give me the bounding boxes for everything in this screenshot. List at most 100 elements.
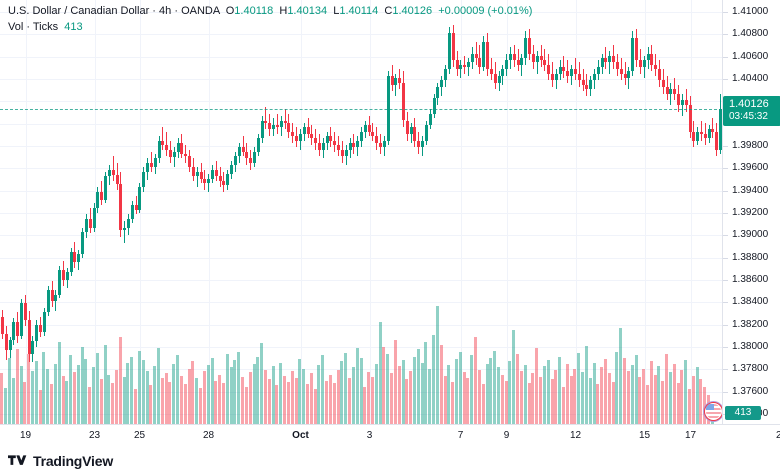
legend-separator-1: · xyxy=(152,5,156,17)
candle-body xyxy=(24,303,27,321)
open-label: O xyxy=(225,5,235,17)
volume-bar xyxy=(474,337,477,424)
candle-body xyxy=(173,151,176,158)
volume-bar xyxy=(390,373,393,424)
candle-wick xyxy=(701,120,702,141)
candle-body xyxy=(555,73,558,81)
candle-body xyxy=(375,136,378,143)
exchange-label[interactable]: OANDA xyxy=(181,5,220,17)
volume-bar xyxy=(92,367,95,424)
volume-bar xyxy=(635,355,638,424)
price-tick-label: 1.40400 xyxy=(732,72,769,84)
interval-label[interactable]: 4h xyxy=(159,5,172,17)
price-tick-dash xyxy=(723,257,728,259)
volume-bar xyxy=(130,357,133,424)
candle-body xyxy=(35,324,38,342)
current-price-line xyxy=(0,109,722,110)
candle-body xyxy=(673,89,676,94)
economic-event-markers[interactable] xyxy=(0,0,722,424)
legend-separator-2: · xyxy=(174,5,179,17)
gridline-horizontal xyxy=(0,33,722,35)
volume-bar xyxy=(428,369,431,424)
candle-body xyxy=(62,270,65,281)
candle-wick xyxy=(460,60,461,79)
candle-body xyxy=(318,142,321,150)
close-value: 1.40126 xyxy=(392,5,433,17)
price-tick: 1.39000 xyxy=(723,229,780,240)
candle-body xyxy=(16,322,19,336)
candle-body xyxy=(631,37,634,72)
volume-bar xyxy=(585,346,588,424)
candle-wick xyxy=(521,53,522,76)
volume-bar xyxy=(352,367,355,424)
volume-bar xyxy=(619,328,622,424)
volume-bar xyxy=(493,351,496,424)
candle-body xyxy=(161,140,164,146)
price-tick-dash xyxy=(723,391,728,393)
candle-body xyxy=(597,66,600,74)
price-scale[interactable]: 1.40126 03:45:32 413 1.41000 1.40800 1.406… xyxy=(722,0,780,424)
volume-bar xyxy=(50,384,53,424)
volume-bar xyxy=(249,372,252,424)
gridline-horizontal xyxy=(0,368,722,370)
volume-bar xyxy=(501,375,504,424)
symbol-name[interactable]: U.S. Dollar / Canadian Dollar xyxy=(8,5,150,17)
gridline-horizontal xyxy=(0,346,722,348)
candle-body xyxy=(413,127,416,141)
candle-body xyxy=(505,60,508,70)
candle-body xyxy=(708,129,711,139)
candle-wick xyxy=(174,147,175,168)
volume-bar xyxy=(207,365,210,424)
volume-bar xyxy=(608,373,611,424)
candle-body xyxy=(524,37,527,58)
volume-bar xyxy=(367,372,370,424)
candle-body xyxy=(425,124,428,141)
legend-symbol-row[interactable]: U.S. Dollar / Canadian Dollar · 4h · OAN… xyxy=(8,4,532,18)
volume-bar xyxy=(524,365,527,424)
volume-bar xyxy=(58,342,61,424)
volume-bar xyxy=(692,376,695,424)
volume-study-name[interactable]: Vol · Ticks xyxy=(8,21,59,33)
legend-volume-row[interactable]: Vol · Ticks 413 xyxy=(8,20,532,34)
volume-bar xyxy=(27,354,30,424)
volume-bar xyxy=(593,363,596,424)
volume-bar xyxy=(566,364,569,424)
tradingview-branding[interactable]: TradingView xyxy=(8,452,113,470)
chart-plot-area[interactable] xyxy=(0,0,722,424)
volume-bar xyxy=(42,352,45,424)
candle-body xyxy=(20,303,23,336)
volume-bar xyxy=(123,377,126,424)
time-scale[interactable]: 19232528Oct379121517212326 xyxy=(0,424,780,449)
volume-bar xyxy=(241,377,244,424)
candle-body xyxy=(410,127,413,134)
candle-body xyxy=(547,64,550,74)
volume-bar xyxy=(4,388,7,424)
volume-bar xyxy=(394,340,397,424)
volume-bar xyxy=(310,373,313,424)
candle-body xyxy=(43,312,46,333)
time-tick-label: 15 xyxy=(638,430,651,441)
candle-body xyxy=(5,333,8,351)
volume-bar xyxy=(237,352,240,424)
candle-body xyxy=(444,69,447,81)
gridline-vertical xyxy=(25,0,27,424)
candle-body xyxy=(349,142,352,150)
volume-bar xyxy=(581,372,584,424)
us-flag-icon[interactable] xyxy=(704,402,722,421)
candle-body xyxy=(249,158,252,163)
candle-body xyxy=(692,131,695,141)
candle-body xyxy=(620,69,623,74)
volume-bar xyxy=(360,358,363,424)
candle-body xyxy=(284,120,287,123)
candle-body xyxy=(280,120,283,128)
gridline-vertical xyxy=(460,0,462,424)
volume-bar xyxy=(654,375,657,424)
volume-bar xyxy=(23,382,26,424)
candle-body xyxy=(242,147,245,152)
candle-body xyxy=(104,176,107,200)
volume-bar xyxy=(119,337,122,424)
candle-body xyxy=(471,53,474,63)
volume-bar xyxy=(111,383,114,424)
candle-body xyxy=(169,149,172,158)
candle-body xyxy=(429,113,432,125)
